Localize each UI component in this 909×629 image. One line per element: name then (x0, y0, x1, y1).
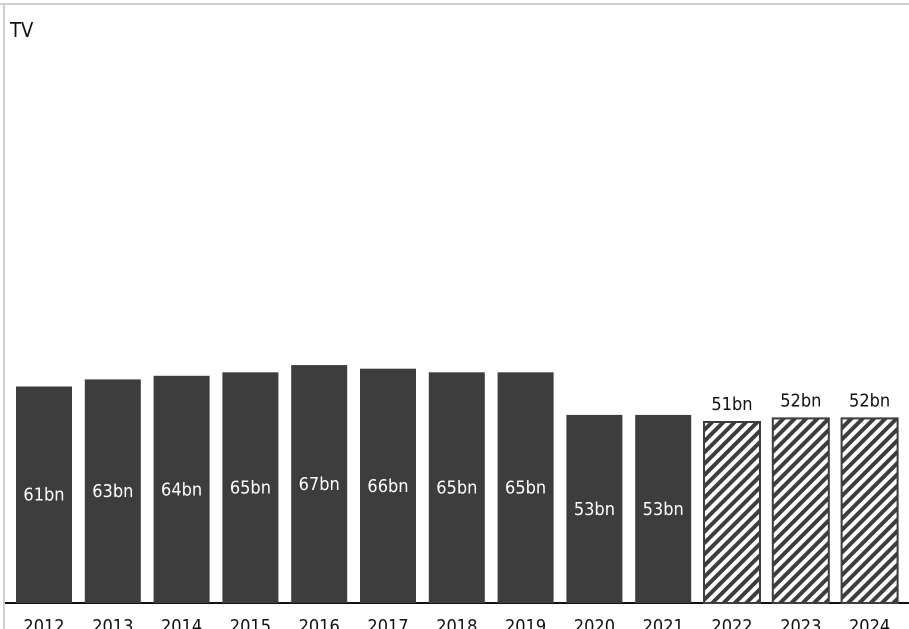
bar-value-label: 53bn (574, 499, 615, 520)
bar-value-label: 52bn (849, 390, 890, 411)
x-tick-label: 2022 (711, 616, 752, 629)
x-tick-label: 2017 (367, 616, 408, 629)
left-border (3, 3, 5, 629)
bar-value-label: 67bn (299, 474, 340, 495)
bar (566, 414, 623, 603)
x-tick-label: 2020 (574, 616, 615, 629)
bar (360, 368, 416, 603)
bar (291, 365, 348, 603)
bar-value-label: 52bn (780, 390, 821, 411)
forecast-bar (703, 421, 761, 604)
bar (635, 414, 692, 603)
bar (16, 386, 72, 603)
bar-value-label: 53bn (643, 499, 684, 520)
bar (222, 372, 279, 604)
top-border (0, 3, 909, 5)
x-tick-label: 2023 (780, 616, 821, 629)
x-tick-label: 2019 (505, 616, 546, 629)
x-tick-label: 2018 (436, 616, 477, 629)
bar-value-label: 64bn (161, 479, 202, 500)
chart-title: TV (10, 18, 34, 42)
forecast-bar (771, 417, 830, 604)
x-tick-label: 2012 (23, 616, 64, 629)
bar-value-label: 66bn (367, 476, 408, 497)
x-tick-label: 2014 (161, 616, 202, 629)
bar (497, 372, 554, 604)
bar (428, 372, 485, 604)
bar (153, 375, 210, 603)
bar-value-label: 65bn (505, 478, 546, 499)
forecast-bar (840, 417, 899, 604)
x-tick-label: 2021 (643, 616, 684, 629)
x-tick-label: 2015 (230, 616, 271, 629)
bar-value-label: 51bn (711, 394, 752, 415)
bar-value-label: 65bn (230, 478, 271, 499)
bar-value-label: 61bn (23, 485, 64, 506)
bar-value-label: 63bn (92, 481, 133, 502)
bar-value-label: 65bn (436, 478, 477, 499)
x-tick-label: 2024 (849, 616, 890, 629)
bar (84, 379, 141, 603)
x-tick-label: 2013 (92, 616, 133, 629)
x-tick-label: 2016 (299, 616, 340, 629)
